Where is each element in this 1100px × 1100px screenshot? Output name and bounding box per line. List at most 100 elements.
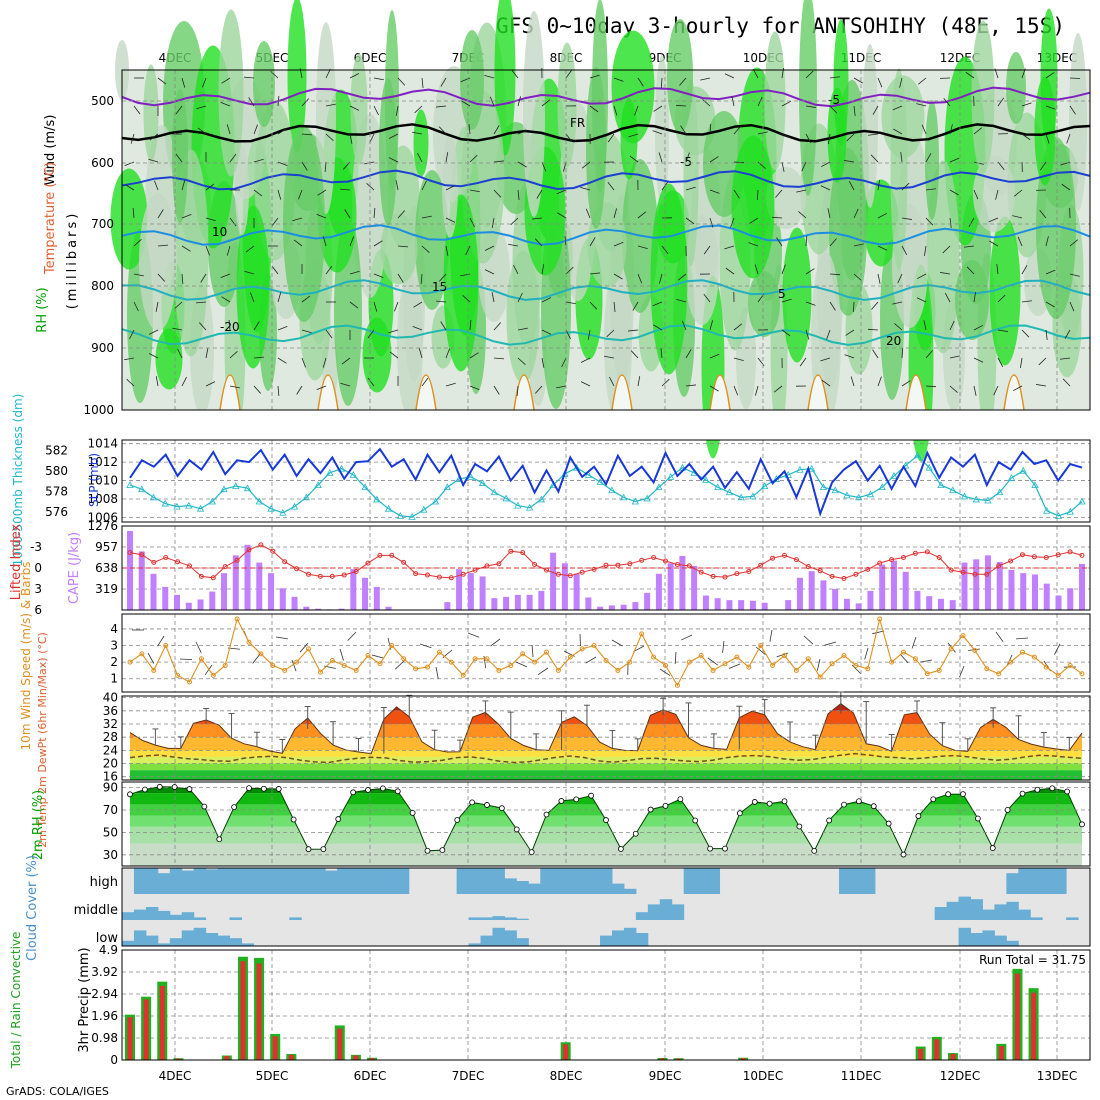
boundary-layer-contour (807, 374, 829, 411)
cloud-cell (337, 868, 350, 894)
surface-barb (467, 632, 480, 638)
wind-barb (340, 188, 351, 191)
thickness-point (208, 497, 216, 505)
thickness-point (149, 493, 158, 501)
wind-barb (679, 77, 687, 86)
cape-bar (902, 571, 909, 610)
wind-speed-point (472, 656, 478, 662)
cloud-cell (169, 914, 183, 920)
rh-point (930, 796, 937, 803)
rh-blob (155, 328, 183, 390)
wind-barb (805, 235, 808, 247)
wind-barb (867, 328, 879, 331)
thickness-point (326, 468, 334, 476)
thickness-point (279, 508, 287, 516)
wind-speed-point (270, 662, 276, 668)
cloud-cell (1006, 873, 1019, 894)
wind-barb (322, 357, 327, 368)
rh-point (751, 799, 758, 805)
date-label-bottom: 6DEC (354, 1069, 387, 1083)
lifted-index-point (151, 559, 157, 565)
ylabel-thickness: 1000-500mb Thickness (dm) (11, 394, 25, 567)
wind-barb (1036, 384, 1047, 387)
cape-bar (232, 555, 239, 610)
wind-barb (271, 265, 279, 275)
cloud-cell (492, 927, 505, 946)
wind-barb (445, 245, 449, 256)
temperature-contour (121, 169, 1091, 191)
wind-barb (344, 209, 351, 219)
lifted-index-point (139, 552, 145, 558)
cloud-cell (384, 868, 398, 894)
cloud-cell (133, 909, 147, 920)
axis-tick-label: 957 (95, 540, 118, 554)
wind-barb (155, 301, 159, 312)
cape-bar (1008, 569, 1015, 610)
wind-barb (541, 161, 547, 172)
thickness-point (1019, 466, 1027, 474)
wind-barb (756, 189, 759, 201)
rh-band (130, 826, 1082, 844)
thickness-point (173, 502, 181, 510)
wind-barb (174, 301, 183, 309)
wind-barb (916, 297, 927, 303)
wind-barb (968, 217, 975, 227)
wind-barb (460, 77, 471, 83)
wind-barb (253, 189, 263, 197)
wind-speed-point (401, 656, 407, 662)
precip-conv-bar (918, 1048, 924, 1060)
wind-barb (298, 189, 303, 200)
surface-barb (585, 656, 597, 664)
rh-point (558, 798, 565, 804)
cape-bar (221, 573, 228, 610)
wind-barb (229, 217, 237, 227)
wind-barb (469, 320, 472, 331)
thickness-point (949, 486, 957, 494)
wind-barb (733, 385, 739, 396)
cloud-cell (122, 940, 135, 946)
wind-barb (1045, 105, 1056, 110)
rh-blob (782, 227, 812, 363)
precip-conv-bar (740, 1058, 746, 1060)
thickness-point (866, 490, 875, 498)
rh-point (513, 826, 520, 833)
cape-bar (843, 598, 850, 610)
wind-barb (556, 385, 567, 389)
wind-speed-point (294, 659, 300, 665)
cloud-cell (982, 909, 995, 920)
wind-barb (157, 273, 165, 282)
cloud-cell (217, 935, 231, 946)
wind-barb (316, 214, 327, 219)
lifted-index-point (663, 558, 668, 564)
rh-point (424, 847, 431, 854)
cloud-cell (635, 912, 649, 920)
wind-barb (949, 217, 952, 228)
wind-barb (781, 100, 792, 107)
surface-barb (722, 640, 725, 653)
cape-bar (138, 551, 145, 610)
surface-barb (911, 636, 917, 649)
cloud-cell (241, 943, 254, 946)
axis-tick-label: 1008 (87, 492, 118, 506)
cloud-cell (253, 868, 266, 894)
cloud-cell (516, 881, 529, 894)
wind-speed-point (591, 643, 597, 649)
wind-barb (877, 376, 882, 387)
precip-conv-bar (934, 1039, 940, 1060)
wind-barb (541, 264, 545, 275)
wind-barb (445, 382, 456, 387)
rh-blob (143, 64, 159, 162)
wind-barb (1069, 77, 1081, 79)
axis-tick-label: 1.96 (91, 1009, 118, 1023)
cloud-frame (121, 867, 1091, 947)
wind-barb (798, 211, 807, 219)
wind-barb (181, 273, 184, 284)
wind-barb (124, 161, 135, 166)
cape-bar (620, 604, 627, 610)
wind-barb (132, 208, 135, 219)
wind-barb (349, 73, 360, 79)
wind-barb (661, 245, 669, 255)
wind-barb (709, 123, 712, 135)
thickness-point (925, 463, 933, 471)
